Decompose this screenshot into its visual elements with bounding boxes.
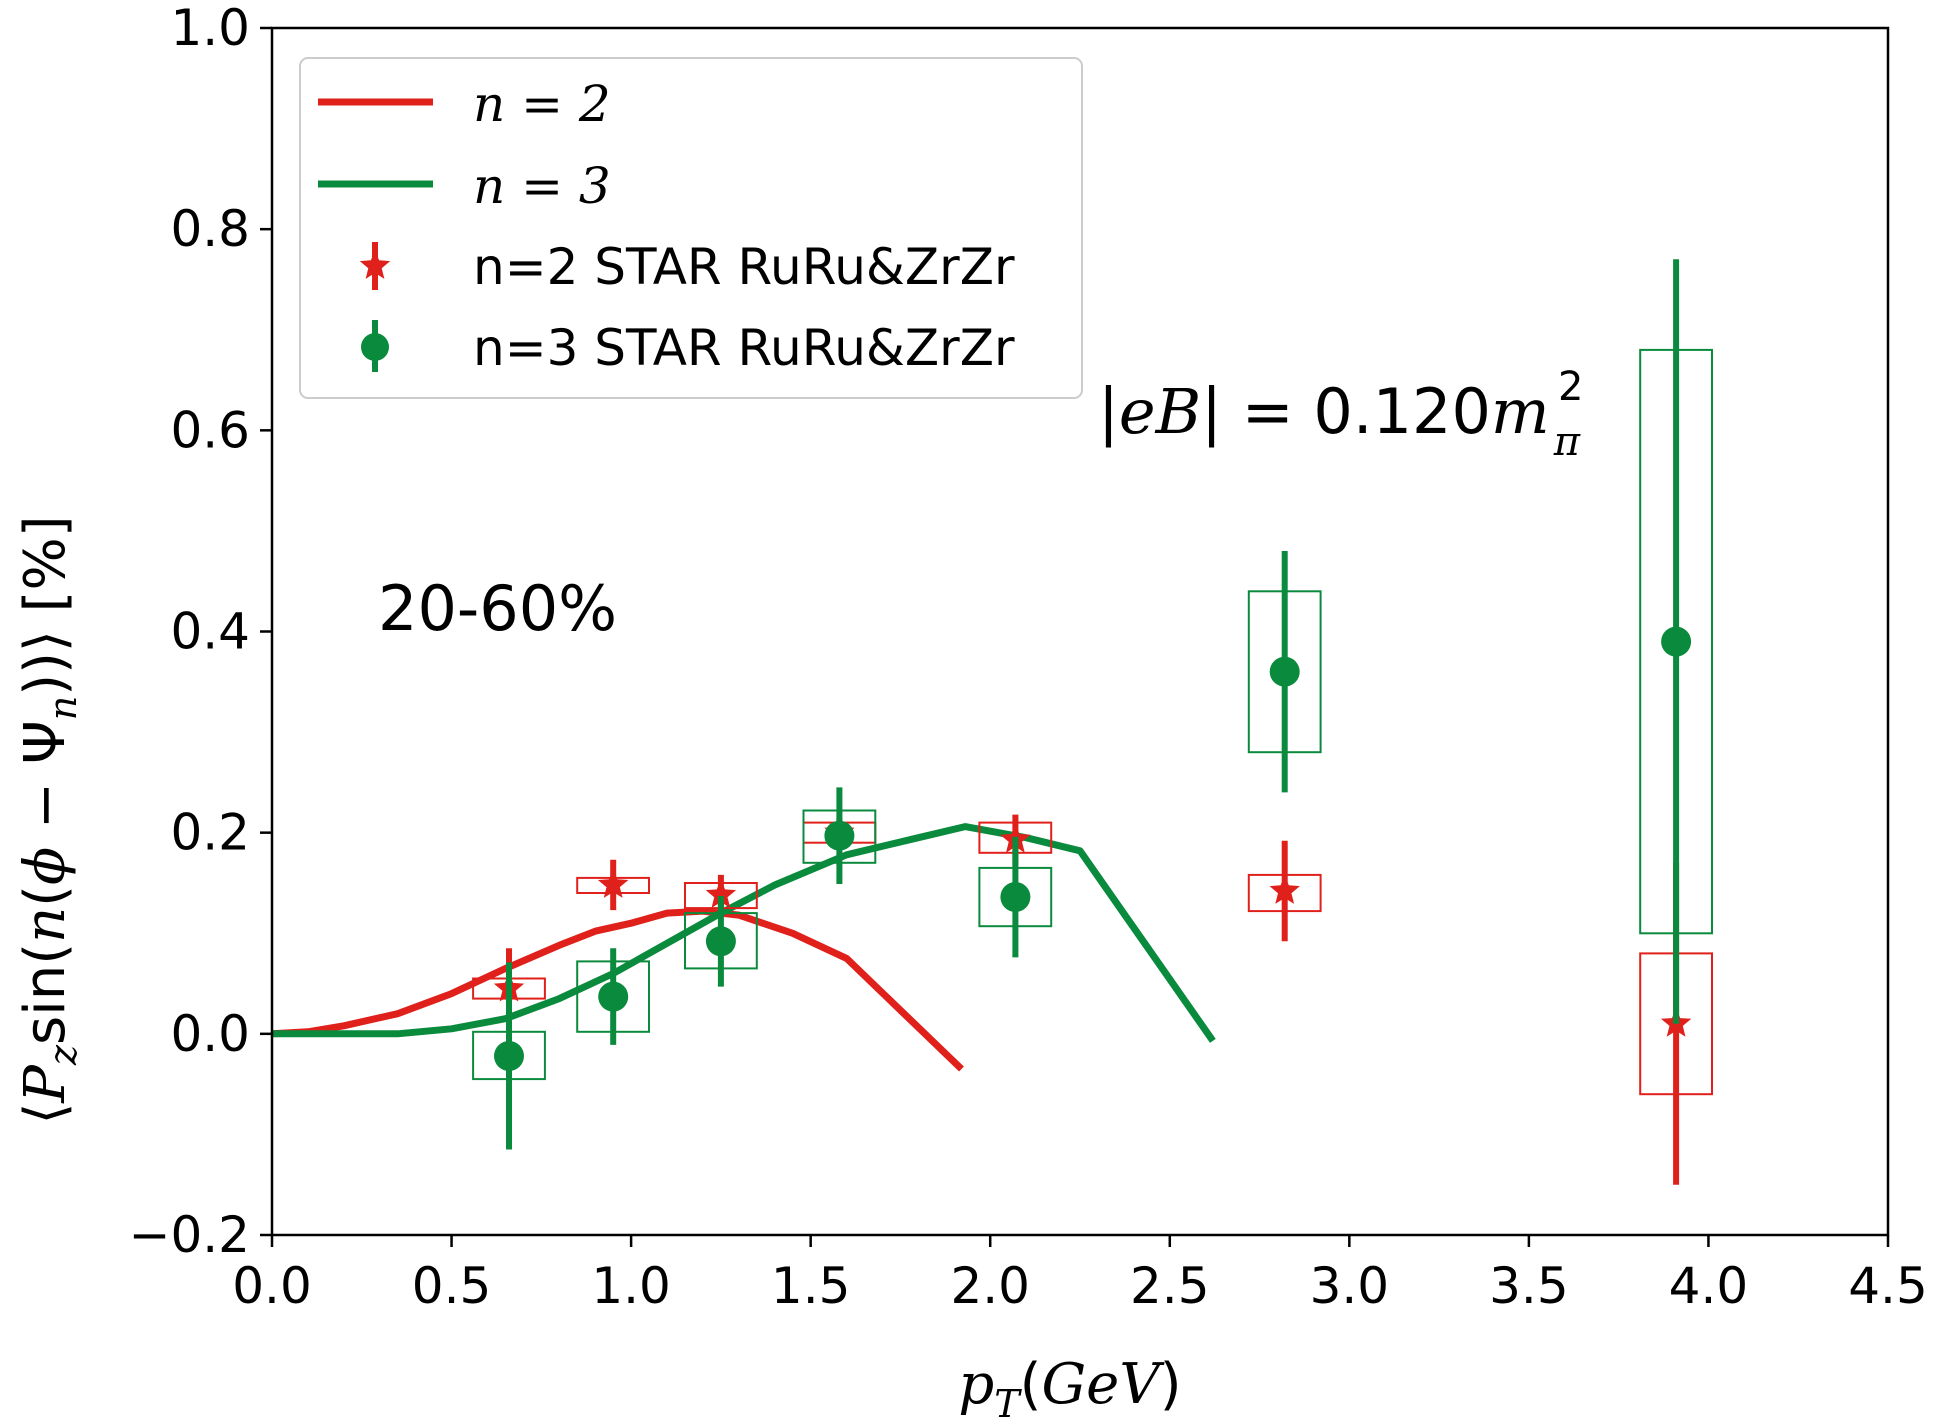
legend-label-n2-star: n=2 STAR RuRu&ZrZr [473, 238, 1015, 296]
model-curve-2 [271, 907, 964, 1072]
x-tick-label: 0.0 [232, 1257, 312, 1315]
y-tick-label: 0.4 [170, 603, 250, 661]
y-tick-label: 0.8 [170, 200, 250, 258]
x-axis-label: pT(GeV) [958, 1352, 1181, 1418]
data-point-star [597, 869, 629, 898]
plot-area [271, 259, 1713, 1185]
y-tick-label: −0.2 [129, 1206, 250, 1264]
data-point-circle [1269, 656, 1300, 687]
legend-label-n2-model: n = 2 [473, 75, 611, 133]
legend: n = 2 n = 3 n=2 STAR RuRu&ZrZr n=3 STAR … [299, 57, 1083, 399]
x-tick-label: 3.5 [1489, 1257, 1569, 1315]
legend-label-n3-circle: n=3 STAR RuRu&ZrZr [473, 319, 1015, 377]
x-tick-label: 4.5 [1848, 1257, 1928, 1315]
legend-label-n3-model: n = 3 [473, 157, 611, 215]
x-tick-label: 1.0 [591, 1257, 671, 1315]
magnetic-field-annotation: |eB| = 0.120m π2 [1098, 364, 1583, 465]
legend-swatch-n2-star [359, 242, 391, 290]
axis-ticks: 0.0 0.5 1.0 1.5 2.0 2.5 3.0 3.5 4.0 4.5−0.20.00.2… [129, 0, 1928, 1315]
y-tick-label: 0.2 [170, 804, 250, 862]
legend-swatch-n3-circle [361, 320, 389, 372]
svg-text:pT(GeV): pT(GeV) [958, 1352, 1181, 1418]
data-point-circle [494, 1041, 524, 1071]
x-tick-label: 2.5 [1130, 1257, 1210, 1315]
y-tick-label: 0.6 [170, 401, 250, 459]
data-point-circle [824, 820, 855, 851]
data-point-star [705, 879, 737, 908]
data-point-circle [1000, 882, 1031, 912]
data-point-circle [1661, 626, 1692, 657]
y-tick-label: 0.0 [170, 1005, 250, 1063]
x-tick-label: 2.0 [950, 1257, 1030, 1315]
y-axis-label: ⟨Pzsin(n(ϕ − Ψn))⟩ [%] [13, 515, 85, 1124]
x-tick-label: 3.0 [1310, 1257, 1390, 1315]
legend-box [299, 57, 1083, 399]
data-point-circle [598, 981, 629, 1012]
x-tick-label: 1.5 [771, 1257, 851, 1315]
data-point-star [1269, 875, 1300, 904]
y-tick-label: 1.0 [170, 0, 250, 57]
x-tick-label: 4.0 [1669, 1257, 1749, 1315]
data-point-circle [705, 926, 736, 957]
svg-text:⟨Pzsin(n(ϕ − Ψn))⟩ [%]: ⟨Pzsin(n(ϕ − Ψn))⟩ [%] [13, 515, 85, 1124]
centrality-annotation: 20-60% [378, 572, 617, 645]
x-tick-label: 0.5 [412, 1257, 492, 1315]
